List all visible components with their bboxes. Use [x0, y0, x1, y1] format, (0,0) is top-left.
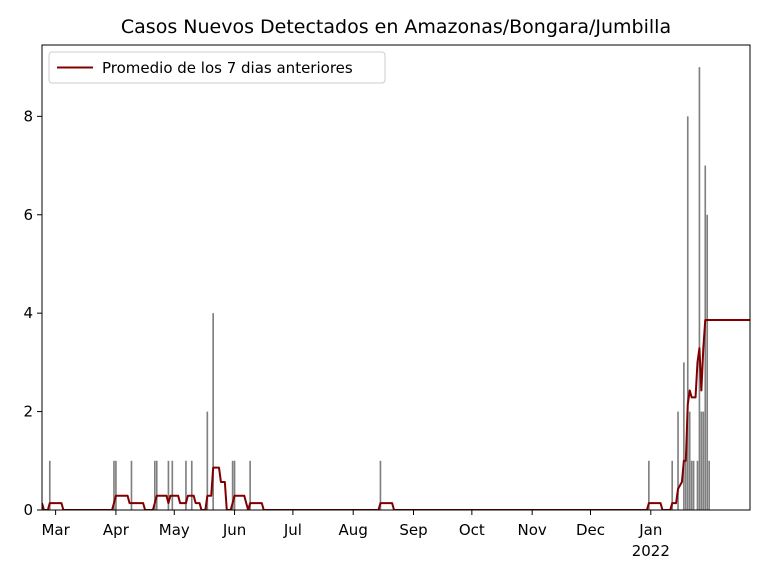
bar: [185, 460, 187, 510]
bar: [696, 460, 699, 510]
x-tick-label: Sep: [399, 521, 427, 539]
line-layer: [42, 319, 750, 510]
x-tick-sublabel: 2022: [632, 542, 670, 560]
bars-layer: [48, 67, 710, 510]
bar: [700, 411, 703, 510]
x-tick-label: Apr: [103, 521, 130, 539]
x-tick-label: Oct: [459, 521, 485, 539]
plot-area-frame: [41, 44, 751, 511]
bar: [648, 460, 650, 510]
chart-title: Casos Nuevos Detectados en Amazonas/Bong…: [120, 16, 672, 38]
bar: [688, 411, 691, 510]
bar: [155, 460, 158, 510]
bar: [677, 411, 679, 510]
x-tick-label: Jun: [222, 521, 246, 539]
bar: [167, 460, 170, 510]
y-axis: 0 2 4 6 8: [23, 107, 42, 519]
bar: [671, 460, 674, 510]
bar: [48, 460, 51, 510]
bar: [702, 411, 705, 510]
x-tick-label: Aug: [339, 521, 368, 539]
bar: [231, 460, 234, 510]
bar: [690, 460, 693, 510]
bar: [704, 165, 707, 510]
y-tick-label: 0: [23, 501, 33, 519]
x-tick-label: Jul: [283, 521, 302, 539]
legend-box: [48, 51, 386, 84]
bar: [708, 460, 710, 510]
bar: [684, 460, 687, 510]
bar: [692, 460, 695, 510]
x-axis: Mar Apr May Jun Jul Aug Sep Oct Nov Dec Jan 2022: [41, 510, 670, 560]
x-tick-label: Jan: [638, 521, 662, 539]
series-line: [42, 319, 750, 510]
bar: [233, 460, 236, 510]
bar: [686, 116, 689, 510]
bar: [249, 460, 251, 510]
bar: [379, 460, 382, 510]
bar: [153, 460, 156, 510]
bar: [115, 460, 117, 510]
bar: [190, 460, 193, 510]
x-tick-label: May: [159, 521, 190, 539]
bar: [130, 460, 133, 510]
bar: [113, 460, 115, 510]
y-tick-label: 4: [23, 304, 33, 322]
y-tick-label: 6: [23, 206, 33, 224]
x-tick-label: Nov: [518, 521, 547, 539]
bar: [212, 313, 214, 510]
bar: [683, 362, 685, 510]
bar: [706, 214, 709, 510]
y-tick-label: 2: [23, 403, 33, 421]
bar: [698, 67, 701, 510]
x-tick-label: Dec: [576, 521, 605, 539]
x-tick-label: Mar: [41, 521, 70, 539]
legend: Promedio de los 7 dias anteriores: [48, 51, 386, 84]
bar: [206, 411, 209, 510]
y-tick-label: 8: [23, 107, 33, 125]
legend-label: Promedio de los 7 dias anteriores: [102, 59, 353, 77]
bar: [171, 460, 174, 510]
